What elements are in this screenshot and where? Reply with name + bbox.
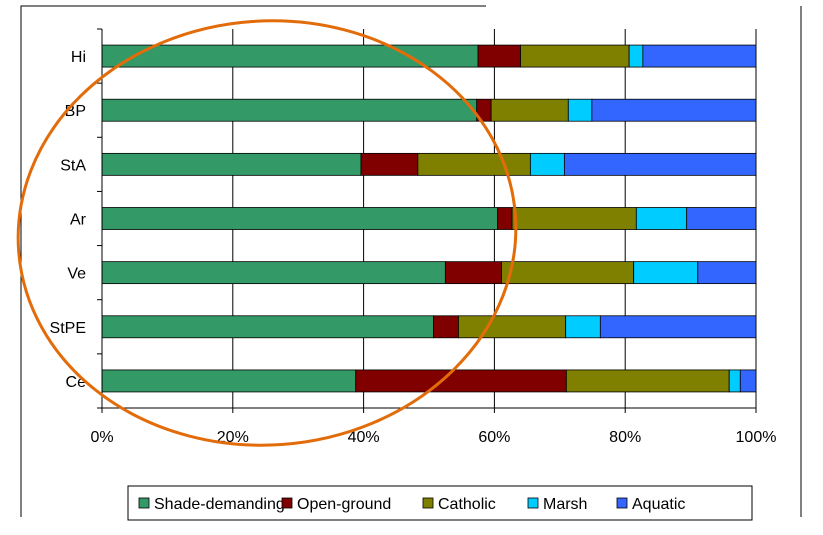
legend-label-marsh: Marsh	[543, 496, 587, 513]
legend-swatch-marsh	[527, 497, 539, 509]
bar-stpe-open-ground	[433, 315, 459, 339]
x-tick-label-5: 100%	[736, 429, 777, 446]
bar-stpe-catholic	[458, 315, 567, 339]
bar-sta-marsh	[529, 152, 565, 176]
y-tick-label-ce: Ce	[66, 374, 87, 391]
legend-swatch-aquatic	[616, 497, 628, 509]
bar-ve-marsh	[633, 261, 699, 285]
bar-ve-open-ground	[444, 261, 502, 285]
bar-bp-marsh	[567, 98, 593, 122]
bar-bp-catholic	[490, 98, 569, 122]
chart-frame	[20, 5, 802, 517]
bar-bp-shade-demanding	[101, 98, 478, 122]
bar-ar-open-ground	[497, 207, 513, 230]
x-tick-label-2: 40%	[348, 429, 380, 446]
bar-ve-shade-demanding	[101, 261, 446, 285]
bar-ve-catholic	[501, 261, 635, 285]
bar-ve-aquatic	[697, 261, 757, 285]
bar-sta-shade-demanding	[101, 152, 362, 176]
bar-hi-open-ground	[477, 44, 521, 68]
x-tick-label-0: 0%	[90, 429, 113, 446]
bar-ar-shade-demanding	[101, 207, 499, 230]
x-tick-label-4: 80%	[609, 429, 641, 446]
bar-ce-catholic	[565, 369, 730, 393]
y-tick-label-ar: Ar	[70, 212, 87, 229]
bar-ce-open-ground	[355, 369, 567, 393]
bar-sta-catholic	[417, 152, 531, 176]
bar-stpe-aquatic	[599, 315, 757, 339]
bar-ar-aquatic	[686, 207, 757, 230]
y-tick-label-stpe: StPE	[50, 320, 86, 337]
bar-stpe-marsh	[565, 315, 601, 339]
legend-swatch-catholic	[422, 497, 434, 509]
legend-swatch-open-ground	[281, 497, 293, 509]
bar-stpe-shade-demanding	[101, 315, 434, 339]
bar-hi-catholic	[520, 44, 630, 68]
bar-ce-shade-demanding	[101, 369, 357, 393]
bar-ce-aquatic	[739, 369, 757, 393]
legend-swatch-shade-demanding	[138, 497, 150, 509]
y-tick-label-hi: Hi	[71, 49, 86, 66]
bar-ce-marsh	[728, 369, 741, 393]
x-tick-label-3: 60%	[478, 429, 510, 446]
bar-sta-open-ground	[360, 152, 419, 176]
bar-hi-marsh	[628, 44, 644, 68]
bar-bp-aquatic	[591, 98, 757, 122]
legend: Shade-demanding Open-ground Catholic Marsh A…	[127, 485, 753, 521]
legend-label-shade-demanding: Shade-demanding	[154, 496, 285, 513]
y-tick-label-sta: StA	[60, 157, 86, 174]
orange-ellipse-annotation	[16, 19, 518, 447]
legend-label-open-ground: Open-ground	[297, 496, 391, 513]
bar-ar-marsh	[635, 207, 688, 230]
bars	[101, 44, 757, 393]
legend-label-catholic: Catholic	[438, 496, 496, 513]
legend-label-aquatic: Aquatic	[632, 496, 685, 513]
bar-hi-aquatic	[642, 44, 757, 68]
outer-border-left-top	[20, 5, 486, 517]
y-tick-label-ve: Ve	[67, 266, 86, 283]
bar-ar-catholic	[511, 207, 637, 230]
annotation	[16, 19, 518, 447]
bar-sta-aquatic	[563, 152, 757, 176]
legend-box	[127, 485, 753, 521]
